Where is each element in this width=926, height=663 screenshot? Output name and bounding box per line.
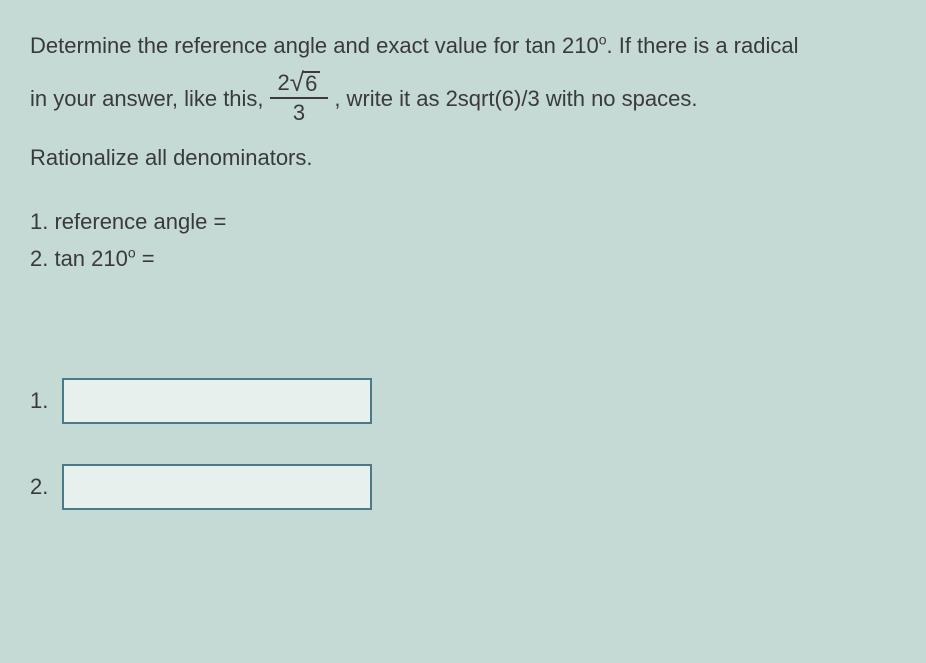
- answer-input-1[interactable]: [62, 378, 372, 424]
- text-segment: =: [136, 246, 155, 271]
- question-prompts: 1. reference angle = 2. tan 210o =: [30, 203, 896, 278]
- text-segment: , write it as 2sqrt(6)/3 with no spaces.: [334, 81, 697, 116]
- answer-label-1: 1.: [30, 388, 50, 414]
- problem-line-2: in your answer, like this, 2 √ 6 3 , wri…: [30, 71, 896, 125]
- text-segment: Determine the reference angle and exact …: [30, 33, 599, 58]
- fraction-numerator: 2 √ 6: [270, 71, 329, 99]
- answer-label-2: 2.: [30, 474, 50, 500]
- answer-section: 1. 2.: [30, 378, 896, 510]
- text-segment: . If there is a radical: [607, 33, 799, 58]
- problem-line-1: Determine the reference angle and exact …: [30, 28, 896, 63]
- answer-row-2: 2.: [30, 464, 896, 510]
- answer-input-2[interactable]: [62, 464, 372, 510]
- coefficient: 2: [278, 71, 290, 95]
- problem-line-3: Rationalize all denominators.: [30, 140, 896, 175]
- radicand: 6: [302, 71, 320, 95]
- degree-symbol: o: [599, 32, 607, 48]
- answer-row-1: 1.: [30, 378, 896, 424]
- fraction-denominator: 3: [293, 99, 305, 125]
- example-fraction: 2 √ 6 3: [270, 71, 329, 125]
- prompt-1: 1. reference angle =: [30, 203, 896, 240]
- problem-statement: Determine the reference angle and exact …: [30, 28, 896, 175]
- prompt-2: 2. tan 210o =: [30, 240, 896, 277]
- text-segment: in your answer, like this,: [30, 81, 264, 116]
- square-root: √ 6: [290, 71, 321, 95]
- text-segment: 2. tan 210: [30, 246, 128, 271]
- degree-symbol: o: [128, 245, 136, 261]
